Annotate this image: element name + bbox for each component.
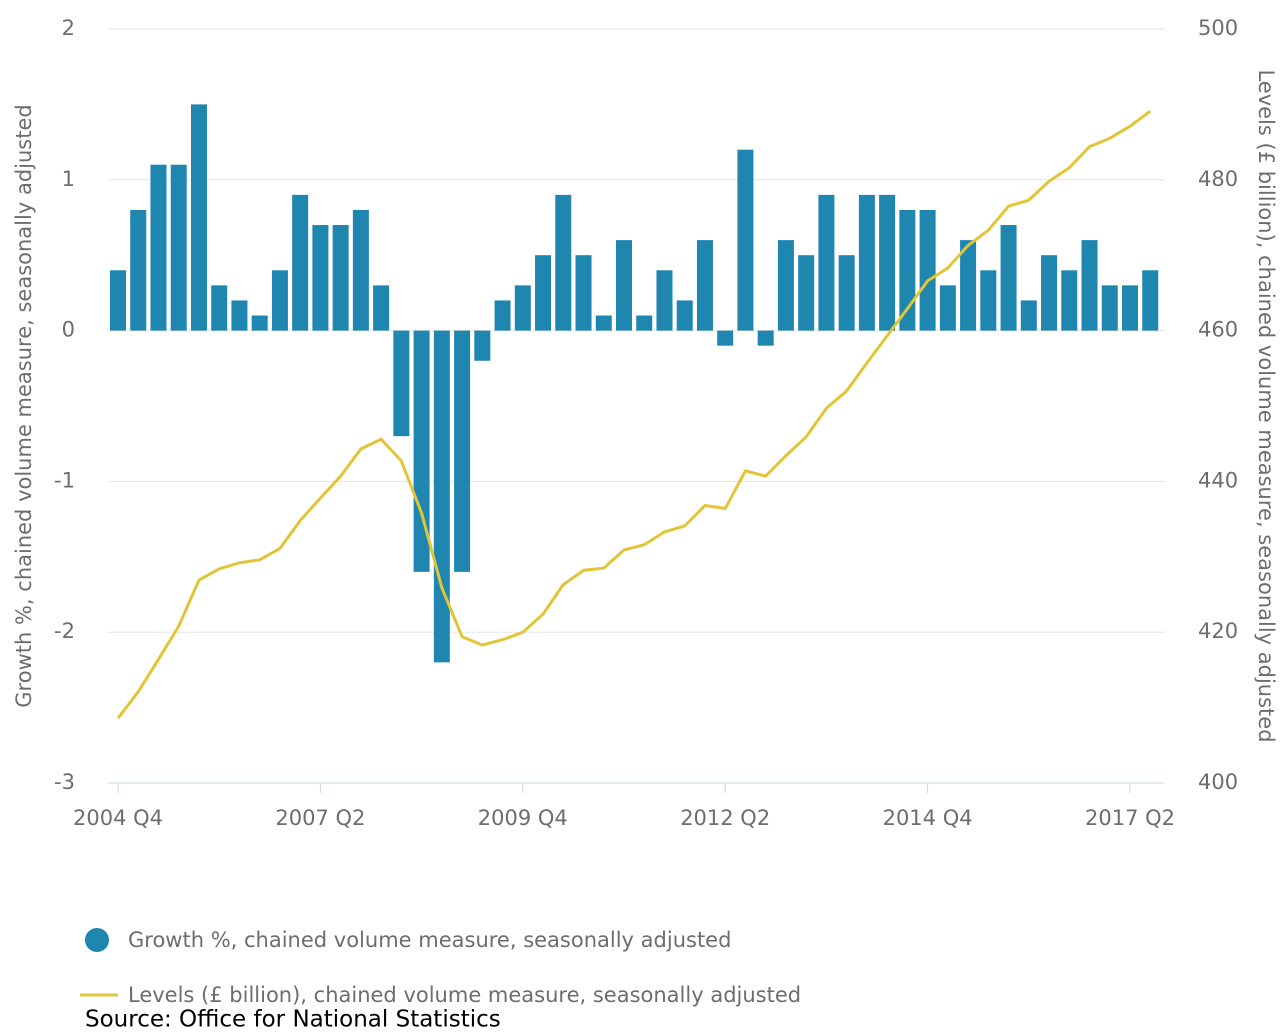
bar bbox=[1081, 240, 1098, 331]
y2-tick-label: 420 bbox=[1198, 619, 1238, 643]
x-tick-label: 2007 Q2 bbox=[275, 806, 365, 830]
y2-tick-label: 480 bbox=[1198, 167, 1238, 191]
bar bbox=[1041, 255, 1058, 331]
bar bbox=[332, 225, 349, 331]
bar bbox=[818, 194, 835, 331]
bar bbox=[150, 164, 167, 331]
y2-tick-label: 460 bbox=[1198, 318, 1238, 342]
y-tick-label: -2 bbox=[54, 619, 75, 643]
bar bbox=[433, 330, 450, 663]
bar bbox=[616, 240, 632, 331]
bar bbox=[292, 194, 309, 331]
bar bbox=[393, 330, 410, 437]
source: Source: Office for National Statistics bbox=[85, 1007, 501, 1032]
y2-tick-label: 440 bbox=[1198, 468, 1238, 492]
bar bbox=[231, 300, 248, 331]
bar bbox=[575, 255, 592, 331]
x-tick-label: 2014 Q4 bbox=[883, 806, 973, 830]
bar bbox=[110, 270, 126, 331]
bar bbox=[170, 164, 187, 331]
bar bbox=[413, 330, 430, 572]
bar bbox=[190, 104, 207, 331]
bar bbox=[1142, 270, 1159, 331]
bar bbox=[676, 300, 693, 331]
bar bbox=[757, 330, 774, 346]
bar bbox=[939, 285, 956, 331]
bar bbox=[960, 240, 977, 331]
bar bbox=[312, 225, 329, 331]
bar bbox=[919, 209, 936, 331]
y2-tick-label: 400 bbox=[1198, 770, 1238, 794]
bar bbox=[595, 315, 612, 331]
bar bbox=[656, 270, 673, 331]
x-tick-label: 2017 Q2 bbox=[1085, 806, 1175, 830]
bar bbox=[251, 315, 268, 331]
bar bbox=[1122, 285, 1138, 331]
bar bbox=[494, 300, 511, 331]
bar bbox=[474, 330, 491, 361]
legend-label: Growth %, chained volume measure, season… bbox=[128, 928, 731, 952]
bar bbox=[717, 330, 734, 346]
y-tick-label: -1 bbox=[54, 468, 75, 492]
bar bbox=[636, 315, 653, 331]
bar bbox=[555, 194, 572, 331]
y2-tick-label: 500 bbox=[1198, 16, 1238, 40]
bar bbox=[899, 209, 916, 331]
bar bbox=[130, 209, 147, 331]
y2-axis-label: Levels (£ billion), chained volume measu… bbox=[1254, 69, 1278, 742]
bar bbox=[737, 149, 754, 331]
x-tick-label: 2012 Q2 bbox=[680, 806, 770, 830]
bar bbox=[373, 285, 390, 331]
y-tick-label: 1 bbox=[62, 167, 75, 191]
y-tick-label: 0 bbox=[62, 318, 75, 342]
bar bbox=[1061, 270, 1078, 331]
bar bbox=[1000, 225, 1017, 331]
y-axis-label: Growth %, chained volume measure, season… bbox=[12, 104, 36, 707]
bar bbox=[514, 285, 531, 331]
bar bbox=[535, 255, 552, 331]
bar bbox=[454, 330, 471, 572]
legend-marker bbox=[85, 928, 109, 952]
bar bbox=[696, 240, 713, 331]
bar bbox=[352, 209, 369, 331]
bar bbox=[271, 270, 288, 331]
bar bbox=[858, 194, 875, 331]
bar bbox=[798, 255, 815, 331]
bar bbox=[980, 270, 997, 331]
bar bbox=[879, 194, 896, 331]
x-tick-label: 2004 Q4 bbox=[73, 806, 163, 830]
y-tick-label: 2 bbox=[62, 16, 75, 40]
line bbox=[116, 109, 1152, 720]
bar bbox=[211, 285, 228, 331]
legend-label: Levels (£ billion), chained volume measu… bbox=[128, 983, 801, 1007]
bar bbox=[838, 255, 855, 331]
bar bbox=[1101, 285, 1118, 331]
bar bbox=[1020, 300, 1037, 331]
bar bbox=[777, 240, 794, 331]
y-tick-label: -3 bbox=[54, 770, 75, 794]
x-tick-label: 2009 Q4 bbox=[478, 806, 568, 830]
